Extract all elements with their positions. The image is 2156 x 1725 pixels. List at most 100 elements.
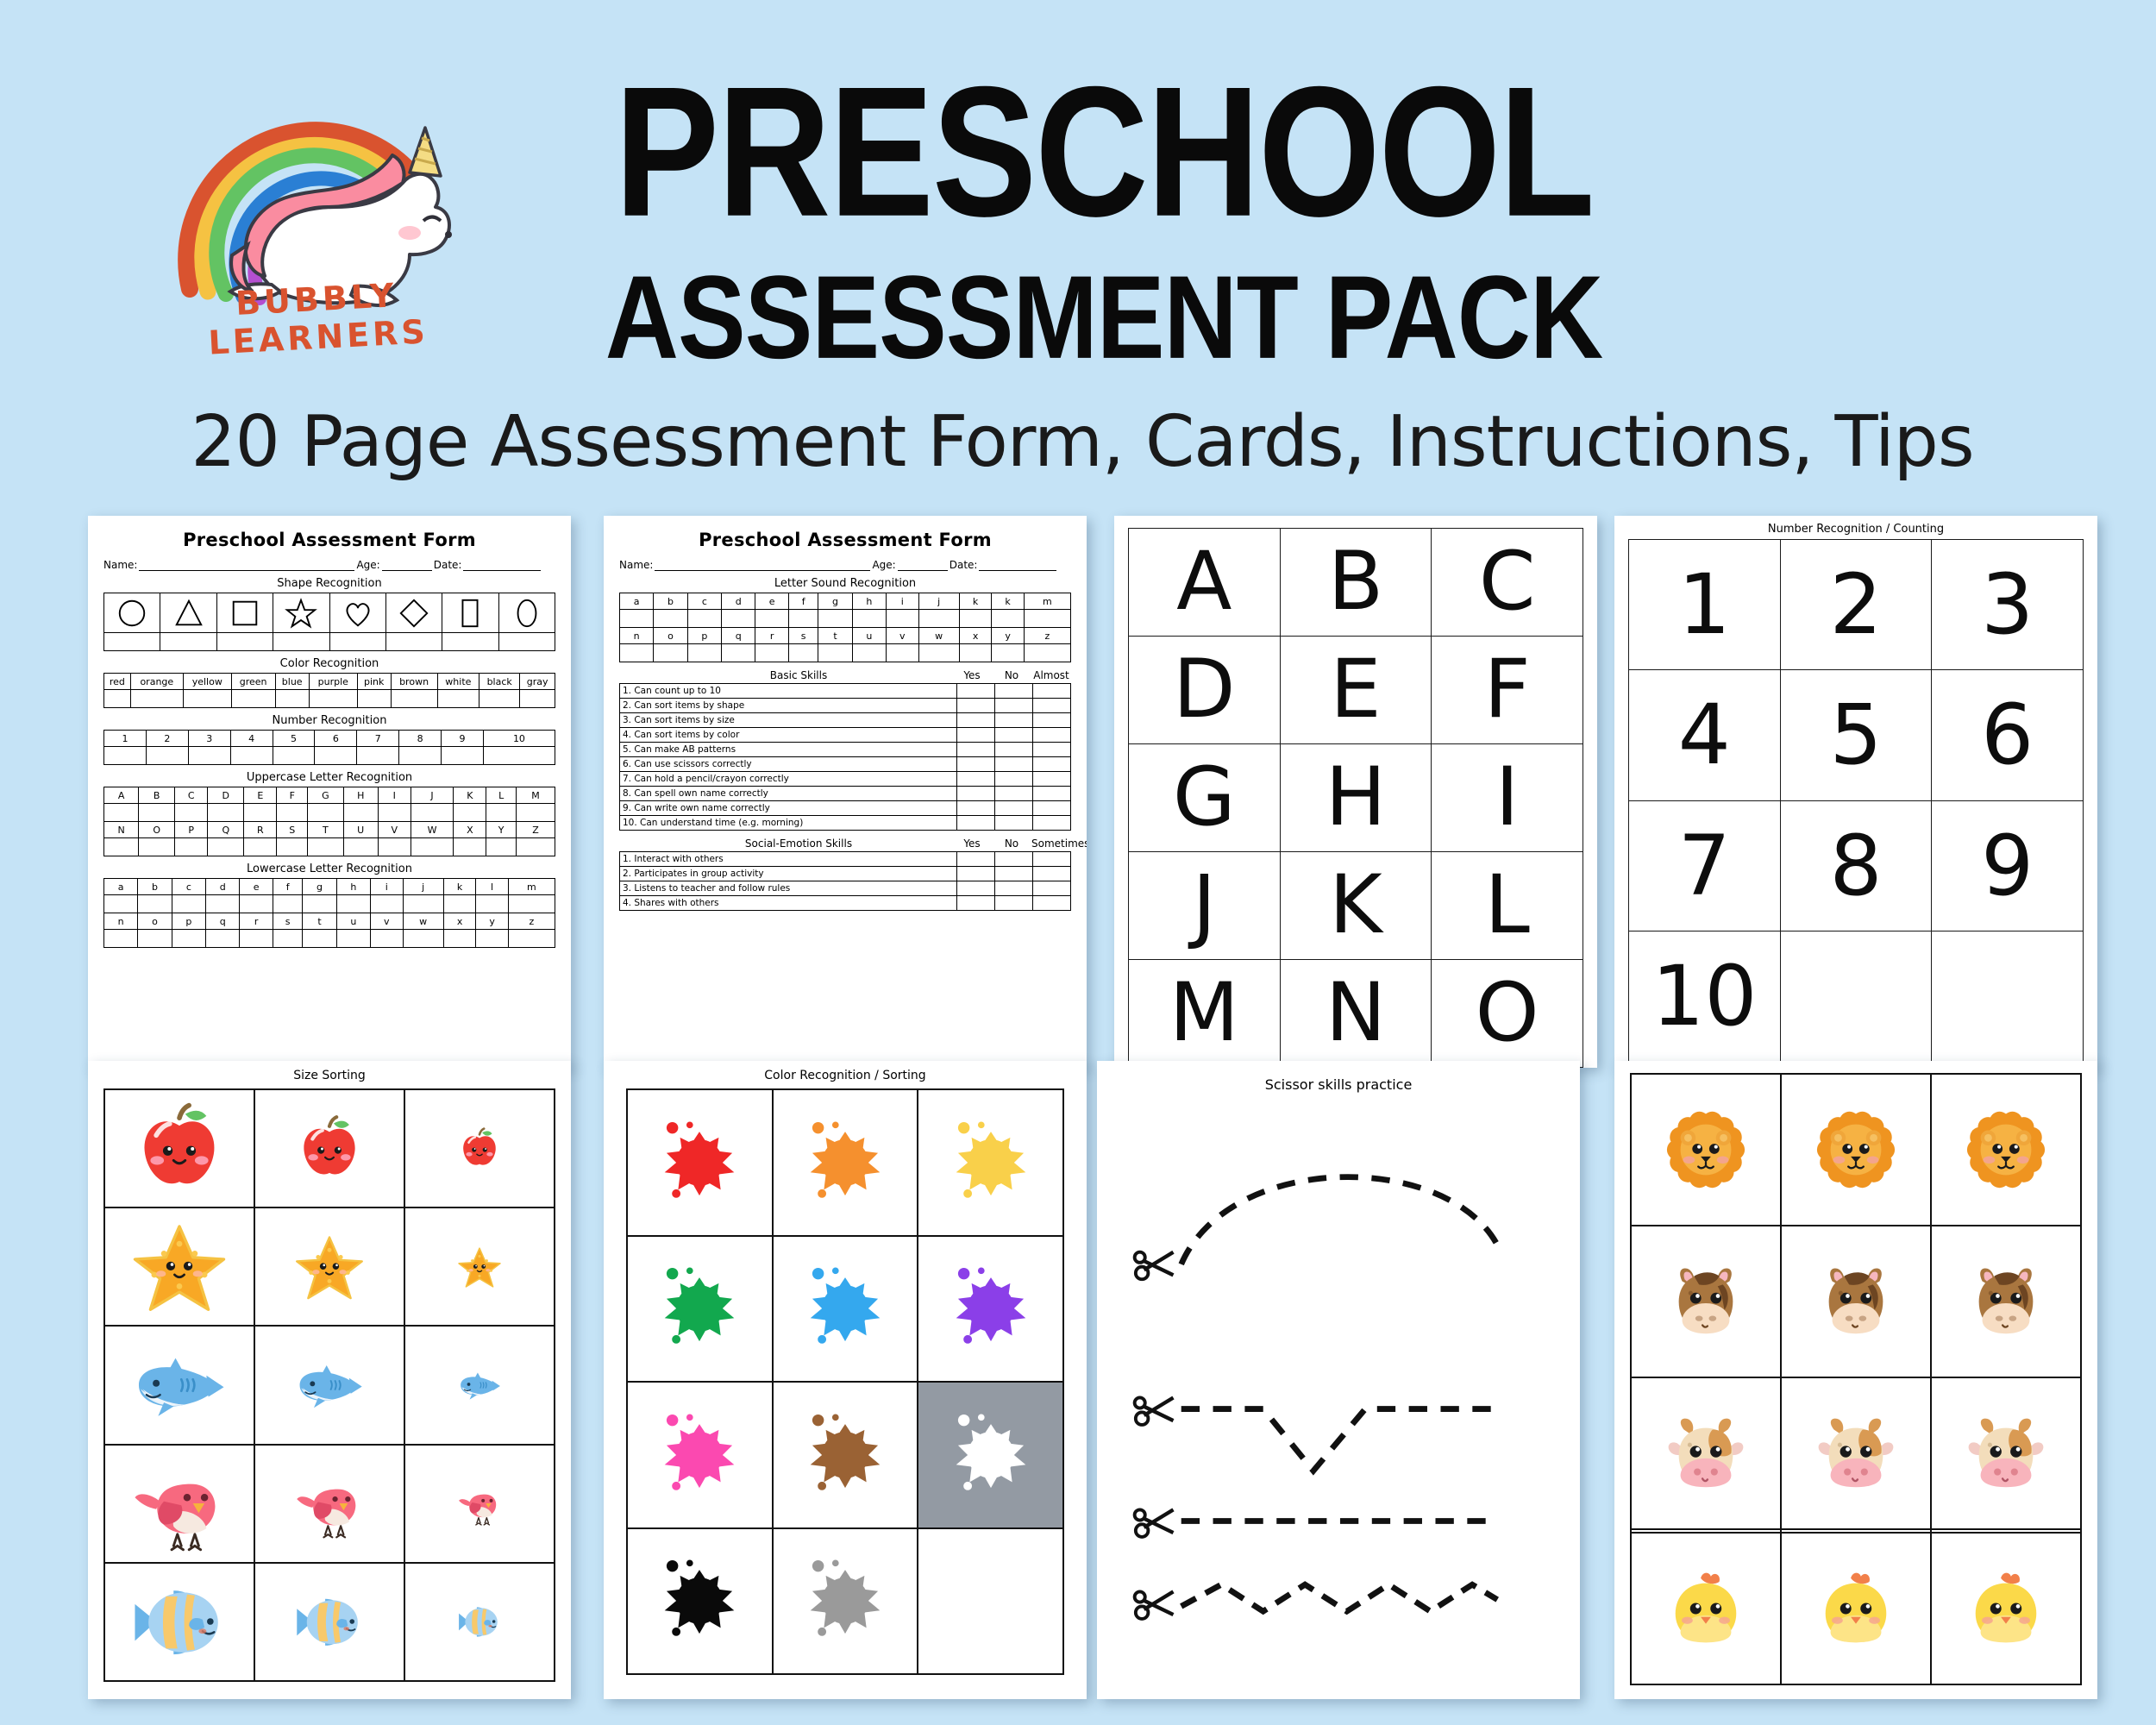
- answer-cell[interactable]: [818, 609, 853, 628]
- number-card-empty[interactable]: [1779, 930, 1933, 1063]
- table-cell[interactable]: M: [516, 787, 555, 804]
- answer-cell[interactable]: [103, 746, 147, 765]
- answer-cell[interactable]: [958, 643, 993, 662]
- answer-cell[interactable]: [653, 609, 688, 628]
- number-card-empty[interactable]: [1931, 930, 2084, 1063]
- table-cell[interactable]: x: [958, 627, 993, 644]
- color-splat-black[interactable]: [626, 1527, 774, 1675]
- worksheet-assessment-form-1[interactable]: Preschool Assessment Form Name: Age: Dat…: [88, 516, 571, 1068]
- shark-large-image[interactable]: [103, 1325, 255, 1446]
- letter-card-K[interactable]: K: [1279, 851, 1432, 960]
- chick-card[interactable]: [1630, 1531, 1782, 1686]
- skill-checkbox-cell[interactable]: [994, 815, 1033, 831]
- table-cell[interactable]: P: [174, 821, 209, 838]
- answer-cell[interactable]: [475, 894, 509, 913]
- number-card-9[interactable]: 9: [1931, 800, 2084, 932]
- skill-checkbox-cell[interactable]: [1032, 786, 1071, 801]
- answer-cell[interactable]: [507, 894, 556, 913]
- animal-cards-grid[interactable]: [1630, 1072, 2082, 1686]
- letter-card-E[interactable]: E: [1279, 636, 1432, 744]
- table-cell[interactable]: y: [991, 627, 1025, 644]
- answer-cell[interactable]: [475, 929, 509, 948]
- answer-cell[interactable]: [229, 746, 273, 765]
- answer-cell[interactable]: [138, 803, 176, 822]
- skill-checkbox-cell[interactable]: [956, 683, 995, 699]
- letter-card-D[interactable]: D: [1128, 636, 1281, 744]
- answer-cell[interactable]: [205, 894, 241, 913]
- table-cell[interactable]: pink: [356, 673, 392, 690]
- answer-cell[interactable]: [329, 632, 386, 651]
- letter-card-C[interactable]: C: [1431, 528, 1583, 637]
- number-cards-grid[interactable]: 1 2 3 4 5 6 7 8 9 10: [1628, 538, 2084, 1063]
- table-cell[interactable]: s: [787, 627, 819, 644]
- answer-cell[interactable]: [755, 609, 789, 628]
- answer-cell[interactable]: [272, 894, 304, 913]
- worksheet-assessment-form-2[interactable]: Preschool Assessment Form Name: Age: Dat…: [604, 516, 1087, 1068]
- letter-card-H[interactable]: H: [1279, 743, 1432, 852]
- answer-cell[interactable]: [308, 689, 358, 708]
- skill-checkbox-cell[interactable]: [994, 742, 1033, 757]
- answer-cell[interactable]: [886, 609, 919, 628]
- color-splat-orange[interactable]: [771, 1088, 919, 1237]
- color-splat-pink[interactable]: [626, 1381, 774, 1529]
- skill-checkbox-cell[interactable]: [1032, 881, 1071, 896]
- color-splat-blue[interactable]: [771, 1234, 919, 1383]
- answer-cell[interactable]: [516, 803, 555, 822]
- shape-recognition-table[interactable]: [103, 593, 556, 651]
- number-card-7[interactable]: 7: [1628, 800, 1781, 932]
- answer-cell[interactable]: [377, 837, 411, 856]
- skill-checkbox-cell[interactable]: [1032, 727, 1071, 743]
- answer-cell[interactable]: [307, 803, 344, 822]
- table-cell[interactable]: 4: [229, 730, 273, 747]
- answer-cell[interactable]: [307, 837, 344, 856]
- bird-small-image[interactable]: [404, 1443, 555, 1564]
- starfish-large-image[interactable]: [103, 1207, 255, 1327]
- letter-card-O[interactable]: O: [1431, 959, 1583, 1068]
- skill-checkbox-cell[interactable]: [994, 698, 1033, 713]
- table-cell[interactable]: p: [171, 913, 207, 930]
- cow-card[interactable]: [1630, 1377, 1782, 1531]
- answer-cell[interactable]: [436, 689, 480, 708]
- table-cell[interactable]: T: [307, 821, 344, 838]
- number-card-8[interactable]: 8: [1779, 800, 1933, 932]
- table-cell[interactable]: m: [1023, 593, 1072, 610]
- worksheet-animal-cards[interactable]: [1614, 1061, 2097, 1699]
- table-cell[interactable]: x: [442, 913, 477, 930]
- answer-cell[interactable]: [302, 929, 337, 948]
- skill-checkbox-cell[interactable]: [1032, 895, 1071, 911]
- skill-checkbox-cell[interactable]: [1032, 771, 1071, 787]
- color-splat-gray[interactable]: [771, 1527, 919, 1675]
- answer-cell[interactable]: [618, 609, 655, 628]
- apple-large-image[interactable]: [103, 1088, 255, 1209]
- skill-checkbox-cell[interactable]: [956, 786, 995, 801]
- answer-cell[interactable]: [302, 894, 337, 913]
- table-cell[interactable]: R: [243, 821, 278, 838]
- skill-checkbox-cell[interactable]: [994, 712, 1033, 728]
- table-cell[interactable]: d: [721, 593, 756, 610]
- answer-cell[interactable]: [356, 746, 400, 765]
- color-splat-empty[interactable]: [917, 1527, 1064, 1675]
- table-cell[interactable]: K: [453, 787, 487, 804]
- table-cell[interactable]: 5: [272, 730, 316, 747]
- table-cell[interactable]: purple: [308, 673, 358, 690]
- bird-large-image[interactable]: [103, 1443, 255, 1564]
- color-splat-white[interactable]: [917, 1381, 1064, 1529]
- answer-cell[interactable]: [103, 803, 140, 822]
- table-cell[interactable]: m: [507, 878, 556, 895]
- table-cell[interactable]: y: [475, 913, 509, 930]
- number-card-3[interactable]: 3: [1931, 538, 2084, 671]
- table-cell[interactable]: F: [276, 787, 309, 804]
- table-cell[interactable]: f: [272, 878, 304, 895]
- answer-cell[interactable]: [918, 609, 960, 628]
- answer-cell[interactable]: [342, 837, 379, 856]
- answer-cell[interactable]: [174, 837, 209, 856]
- age-rule[interactable]: [897, 561, 948, 571]
- answer-cell[interactable]: [516, 837, 555, 856]
- table-cell[interactable]: r: [239, 913, 273, 930]
- table-cell[interactable]: s: [272, 913, 304, 930]
- answer-cell[interactable]: [410, 837, 454, 856]
- fish-large-image[interactable]: [103, 1561, 255, 1683]
- chick-card[interactable]: [1780, 1531, 1932, 1686]
